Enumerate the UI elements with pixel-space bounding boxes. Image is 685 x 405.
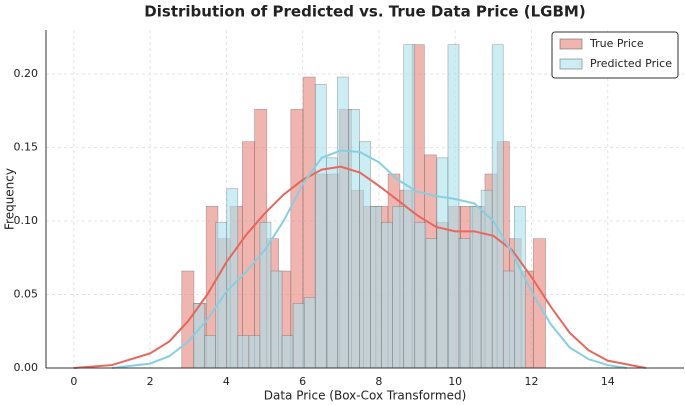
legend-label: Predicted Price xyxy=(590,57,672,70)
bar xyxy=(447,44,460,369)
x-tick-label: 8 xyxy=(375,375,382,388)
y-tick-label: 0.10 xyxy=(14,214,39,227)
legend: True Price Predicted Price xyxy=(551,31,679,79)
bar xyxy=(370,206,382,369)
bar xyxy=(270,270,283,369)
legend-swatch xyxy=(559,58,583,70)
kde-line xyxy=(111,149,627,369)
bar xyxy=(414,222,427,369)
x-tick-label: 2 xyxy=(147,375,154,388)
x-tick-label: 14 xyxy=(601,375,615,388)
y-tick-label: 0.00 xyxy=(14,361,39,374)
bar xyxy=(281,335,294,369)
bar xyxy=(436,157,449,369)
y-axis-label: Frequency xyxy=(3,168,17,230)
bar xyxy=(480,189,493,369)
legend-label: True Price xyxy=(589,37,644,50)
y-tick-label: 0.20 xyxy=(14,67,39,80)
bar xyxy=(425,238,438,369)
y-tick-label: 0.15 xyxy=(14,141,39,154)
x-tick-label: 6 xyxy=(299,375,306,388)
bar xyxy=(181,270,195,369)
x-tick-label: 10 xyxy=(448,375,462,388)
bar xyxy=(292,303,305,369)
bar xyxy=(502,270,515,369)
bar xyxy=(242,141,255,369)
bar xyxy=(491,44,504,369)
bar xyxy=(314,84,327,369)
bar xyxy=(325,157,338,369)
x-tick-label: 12 xyxy=(524,375,538,388)
chart-title: Distribution of Predicted vs. True Data … xyxy=(144,3,585,21)
bar xyxy=(348,109,360,369)
kde-line xyxy=(73,165,647,369)
bar xyxy=(193,303,205,369)
bar xyxy=(237,335,250,369)
bar xyxy=(215,222,228,369)
bar xyxy=(226,188,239,369)
bar xyxy=(204,335,217,369)
x-axis-label: Data Price (Box-Cox Transformed) xyxy=(264,389,467,403)
x-tick-label: 0 xyxy=(70,375,77,388)
bar xyxy=(337,76,349,369)
legend-box xyxy=(551,31,679,79)
bar xyxy=(248,335,261,369)
bar xyxy=(381,222,393,369)
y-tick-label: 0.05 xyxy=(14,288,39,301)
bar xyxy=(513,206,526,369)
bar xyxy=(303,297,316,369)
bar xyxy=(392,206,405,369)
legend-swatch xyxy=(559,38,583,50)
x-tick-label: 4 xyxy=(223,375,230,388)
bar xyxy=(458,238,471,369)
